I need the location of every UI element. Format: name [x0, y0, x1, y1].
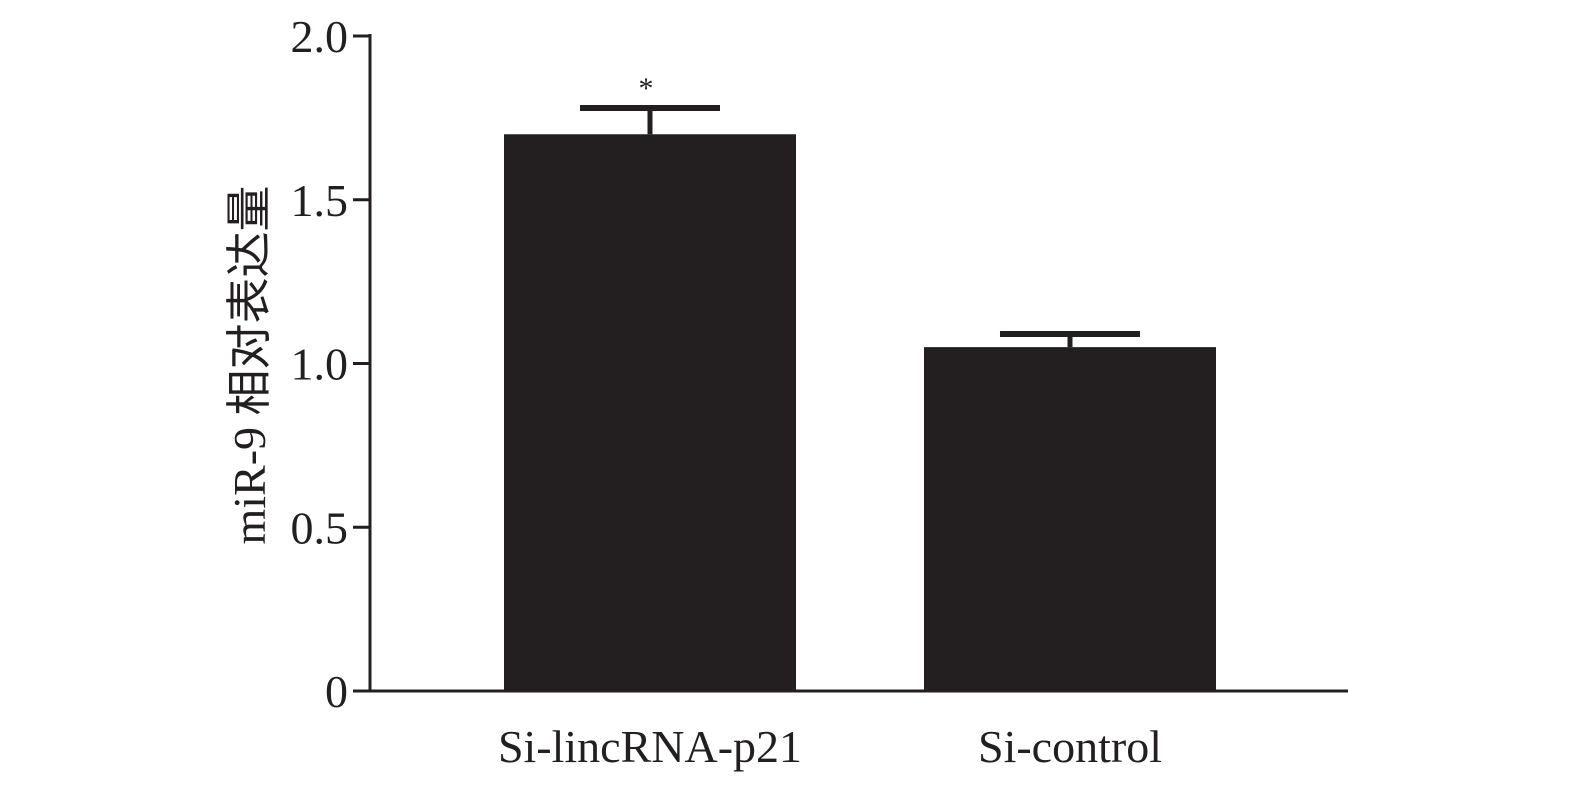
bars: * Si-lincRNA-p21 Si-control [498, 72, 1216, 772]
bar [924, 347, 1216, 691]
y-tick-label: 2.0 [291, 11, 349, 62]
labels: miR-9 相对表达量 [224, 185, 275, 544]
y-tick-label: 1.5 [291, 175, 349, 226]
bar [504, 134, 796, 691]
y-axis-label: miR-9 相对表达量 [224, 185, 275, 544]
y-tick-label: 1.0 [291, 339, 349, 390]
y-tick-label: 0.5 [291, 502, 349, 553]
y-tick-label: 0 [325, 666, 348, 717]
significance-marker: * [639, 72, 654, 105]
x-category-label: Si-lincRNA-p21 [498, 721, 802, 772]
x-category-label: Si-control [978, 721, 1162, 772]
